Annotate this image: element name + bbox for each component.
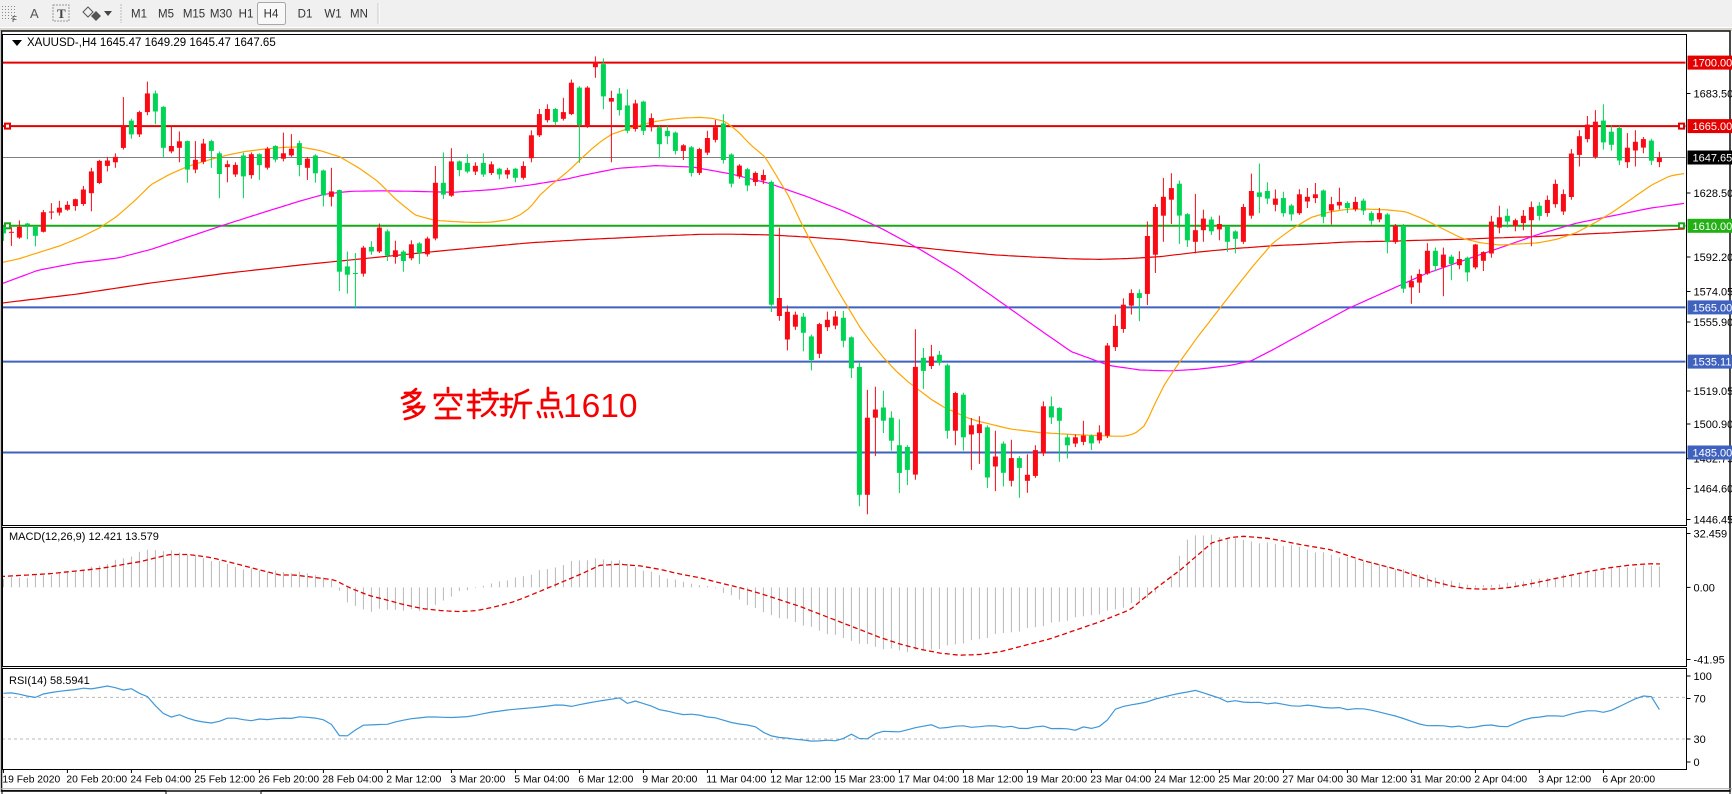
svg-text:25 Feb 12:00: 25 Feb 12:00 bbox=[194, 775, 255, 786]
svg-text:-41.95: -41.95 bbox=[1694, 655, 1725, 667]
svg-text:28 Feb 04:00: 28 Feb 04:00 bbox=[322, 775, 383, 786]
svg-text:18 Mar 12:00: 18 Mar 12:00 bbox=[962, 775, 1023, 786]
svg-text:30: 30 bbox=[1694, 734, 1706, 746]
svg-text:RSI(14) 58.5941: RSI(14) 58.5941 bbox=[9, 675, 90, 687]
svg-text:6 Mar 12:00: 6 Mar 12:00 bbox=[578, 775, 633, 786]
svg-text:19 Feb 2020: 19 Feb 2020 bbox=[2, 775, 60, 786]
svg-text:1647.65: 1647.65 bbox=[1693, 153, 1732, 165]
svg-text:19 Mar 20:00: 19 Mar 20:00 bbox=[1026, 775, 1087, 786]
svg-text:1610.00: 1610.00 bbox=[1693, 221, 1732, 233]
svg-text:27 Mar 04:00: 27 Mar 04:00 bbox=[1282, 775, 1343, 786]
svg-text:1555.90: 1555.90 bbox=[1694, 317, 1732, 329]
svg-text:0.00: 0.00 bbox=[1694, 582, 1715, 594]
svg-text:XAUUSD-,H4 1645.47 1649.29 16: XAUUSD-,H4 1645.47 1649.29 1645.47 1647.… bbox=[27, 37, 276, 49]
svg-text:32.459: 32.459 bbox=[1694, 529, 1728, 541]
svg-text:9 Mar 20:00: 9 Mar 20:00 bbox=[642, 775, 697, 786]
svg-text:11 Mar 04:00: 11 Mar 04:00 bbox=[706, 775, 766, 786]
svg-text:D1: D1 bbox=[298, 9, 313, 21]
svg-text:1519.05: 1519.05 bbox=[1694, 386, 1732, 398]
svg-text:26 Feb 20:00: 26 Feb 20:00 bbox=[258, 775, 319, 786]
svg-text:6 Apr 20:00: 6 Apr 20:00 bbox=[1602, 775, 1655, 786]
svg-text:23 Mar 04:00: 23 Mar 04:00 bbox=[1090, 775, 1151, 786]
svg-text:24 Mar 12:00: 24 Mar 12:00 bbox=[1154, 775, 1215, 786]
svg-text:70: 70 bbox=[1694, 694, 1706, 706]
svg-text:1446.45: 1446.45 bbox=[1694, 515, 1732, 527]
svg-text:1592.20: 1592.20 bbox=[1694, 252, 1732, 264]
svg-text:H1: H1 bbox=[239, 9, 254, 21]
svg-text:0: 0 bbox=[1694, 757, 1700, 769]
svg-text:5 Mar 04:00: 5 Mar 04:00 bbox=[514, 775, 569, 786]
svg-text:1500.90: 1500.90 bbox=[1694, 419, 1732, 431]
svg-text:H4: H4 bbox=[264, 9, 279, 21]
svg-text:2 Mar 12:00: 2 Mar 12:00 bbox=[386, 775, 441, 786]
svg-text:1574.05: 1574.05 bbox=[1694, 287, 1732, 299]
svg-text:1485.00: 1485.00 bbox=[1693, 448, 1732, 460]
svg-text:2 Apr 04:00: 2 Apr 04:00 bbox=[1474, 775, 1527, 786]
svg-text:12 Mar 12:00: 12 Mar 12:00 bbox=[770, 775, 831, 786]
svg-text:MN: MN bbox=[350, 9, 368, 21]
svg-text:MACD(12,26,9) 12.421 13.579: MACD(12,26,9) 12.421 13.579 bbox=[9, 531, 159, 543]
svg-text:17 Mar 04:00: 17 Mar 04:00 bbox=[898, 775, 959, 786]
svg-text:24 Feb 04:00: 24 Feb 04:00 bbox=[130, 775, 191, 786]
svg-text:31 Mar 20:00: 31 Mar 20:00 bbox=[1410, 775, 1471, 786]
svg-text:1683.50: 1683.50 bbox=[1694, 89, 1732, 101]
svg-text:3 Mar 20:00: 3 Mar 20:00 bbox=[450, 775, 505, 786]
svg-text:1665.00: 1665.00 bbox=[1693, 121, 1732, 133]
svg-text:30 Mar 12:00: 30 Mar 12:00 bbox=[1346, 775, 1407, 786]
svg-text:T: T bbox=[57, 6, 66, 21]
svg-text:F: F bbox=[12, 15, 17, 24]
svg-text:1700.00: 1700.00 bbox=[1693, 58, 1732, 70]
svg-text:W1: W1 bbox=[324, 9, 341, 21]
svg-text:100: 100 bbox=[1694, 671, 1712, 683]
svg-text:M1: M1 bbox=[131, 9, 147, 21]
svg-text:M30: M30 bbox=[210, 9, 232, 21]
svg-text:1610: 1610 bbox=[563, 388, 638, 425]
svg-text:1464.60: 1464.60 bbox=[1694, 484, 1732, 496]
svg-text:1535.11: 1535.11 bbox=[1693, 357, 1732, 369]
svg-text:25 Mar 20:00: 25 Mar 20:00 bbox=[1218, 775, 1279, 786]
svg-text:M5: M5 bbox=[158, 9, 174, 21]
svg-text:1565.00: 1565.00 bbox=[1693, 302, 1732, 314]
svg-text:20 Feb 20:00: 20 Feb 20:00 bbox=[66, 775, 127, 786]
svg-text:M15: M15 bbox=[183, 9, 205, 21]
svg-text:1628.50: 1628.50 bbox=[1694, 188, 1732, 200]
svg-text:15 Mar 23:00: 15 Mar 23:00 bbox=[834, 775, 895, 786]
svg-text:3 Apr 12:00: 3 Apr 12:00 bbox=[1538, 775, 1591, 786]
svg-text:A: A bbox=[30, 6, 39, 21]
